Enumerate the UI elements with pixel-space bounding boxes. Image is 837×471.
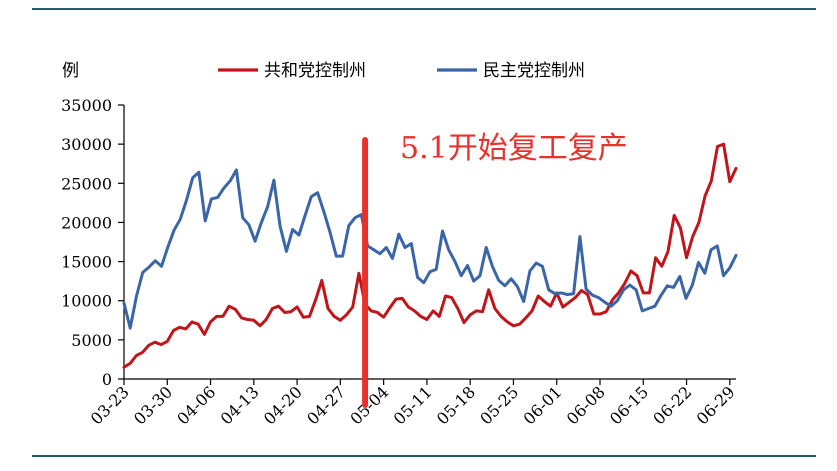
legend-item-1: 共和党控制州 [218, 61, 366, 81]
y-tick-label: 20000 [61, 213, 112, 232]
y-axis: 0 5000 10000 15000 20000 25000 30000 35000 [61, 96, 125, 389]
x-tick-label: 04-20 [260, 382, 306, 428]
x-tick-label: 06-22 [649, 382, 695, 428]
x-tick-label: 05-25 [476, 382, 522, 428]
series-layer [122, 142, 738, 369]
x-axis: 03-2303-3004-0604-1304-2004-2705-0405-11… [87, 378, 739, 428]
series-line-2 [122, 168, 738, 330]
x-tick-label: 04-06 [173, 382, 219, 428]
y-tick-label: 35000 [61, 96, 112, 115]
x-tick-label: 03-23 [87, 382, 133, 428]
x-tick-label: 03-30 [130, 382, 176, 428]
x-tick-label: 06-01 [520, 382, 566, 428]
series-line-1 [122, 142, 738, 369]
y-tick-label: 15000 [61, 253, 112, 272]
y-tick-label: 10000 [61, 292, 112, 311]
x-tick-label: 06-29 [693, 382, 739, 428]
bottom-divider [32, 455, 816, 457]
y-tick-label: 30000 [61, 135, 112, 154]
legend: 共和党控制州 民主党控制州 [218, 61, 585, 81]
x-tick-label: 06-08 [563, 382, 609, 428]
x-tick-label: 04-13 [217, 382, 263, 428]
x-tick-label: 05-11 [390, 382, 436, 428]
annotation: 5.1开始复工复产 [362, 131, 628, 408]
x-tick-label: 04-27 [303, 382, 349, 428]
legend-item-2: 民主党控制州 [437, 61, 585, 81]
legend-label: 共和党控制州 [264, 61, 366, 81]
annotation-text: 5.1开始复工复产 [400, 131, 628, 166]
legend-label: 民主党控制州 [483, 61, 585, 81]
y-tick-label: 25000 [61, 174, 112, 193]
y-tick-label: 5000 [71, 331, 112, 350]
y-axis-unit-label: 例 [62, 61, 79, 81]
top-divider [32, 8, 816, 10]
x-tick-label: 05-18 [433, 382, 479, 428]
y-tick-label: 0 [102, 370, 112, 389]
x-tick-label: 05-04 [346, 382, 392, 428]
x-tick-label: 06-15 [606, 382, 652, 428]
